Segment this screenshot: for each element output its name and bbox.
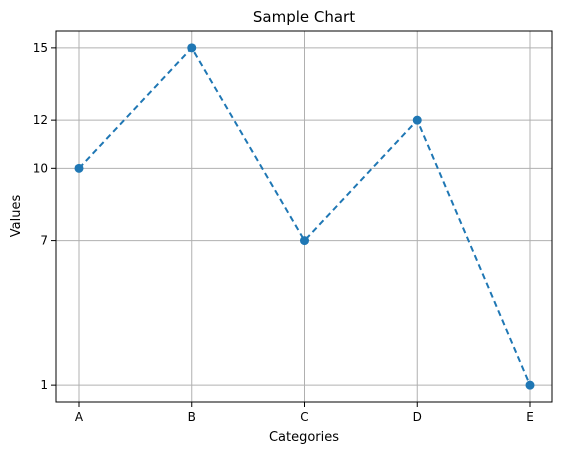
x-tick-label: C	[300, 410, 308, 424]
y-tick-label: 1	[40, 378, 48, 392]
y-tick-label: 7	[40, 234, 48, 248]
data-point	[300, 236, 309, 246]
y-tick-labels: 1 7 10 12 15	[33, 41, 48, 392]
tick-marks	[51, 47, 531, 407]
grid	[56, 31, 552, 402]
y-tick-label: 15	[33, 41, 48, 55]
y-axis-label: Values	[9, 195, 24, 238]
y-tick-label: 12	[33, 113, 48, 127]
data-point	[525, 380, 535, 390]
x-tick-labels: A B C D E	[75, 410, 534, 424]
y-tick-label: 10	[33, 161, 48, 175]
series-points	[74, 43, 535, 390]
data-point	[187, 43, 197, 53]
x-tick-label: E	[526, 410, 534, 424]
data-point	[74, 163, 84, 173]
x-tick-label: D	[413, 410, 422, 424]
chart-title: Sample Chart	[253, 8, 355, 26]
data-point	[412, 115, 422, 125]
x-axis-label: Categories	[269, 430, 339, 445]
x-tick-label: B	[188, 410, 196, 424]
x-tick-label: A	[75, 410, 84, 424]
